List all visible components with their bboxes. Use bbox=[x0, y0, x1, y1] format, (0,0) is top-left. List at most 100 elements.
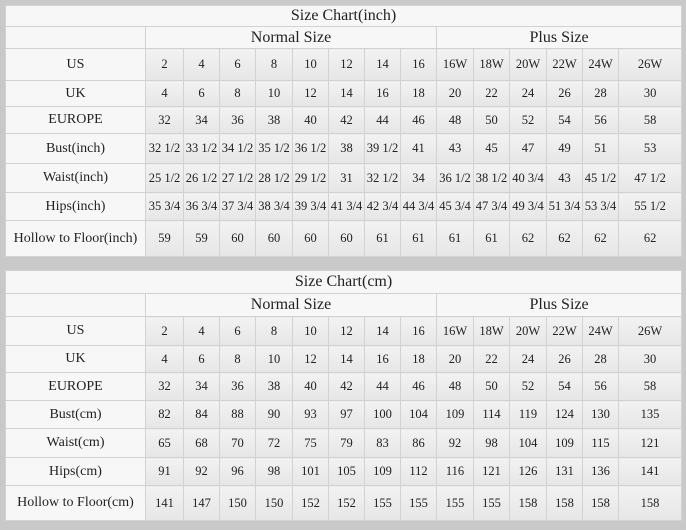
table-row: Waist(inch) 25 1/2 26 1/2 27 1/2 28 1/2 29 1/… bbox=[5, 163, 683, 193]
size-cell: 32 bbox=[145, 106, 184, 134]
size-cell: 45 3/4 bbox=[436, 192, 474, 221]
size-cell: 61 bbox=[473, 220, 510, 257]
size-cell: 131 bbox=[546, 457, 583, 486]
size-cell: 50 bbox=[473, 106, 510, 134]
size-cell: 6 bbox=[219, 48, 256, 81]
size-cell: 20W bbox=[509, 48, 547, 81]
size-cell: 53 bbox=[617, 133, 683, 164]
size-cell: 47 1/2 bbox=[617, 163, 683, 193]
table-row: Bust(inch) 32 1/2 33 1/2 34 1/2 35 1/2 36 1/2… bbox=[5, 133, 683, 164]
table-row: Hips(cm) 91 92 96 98 101 105 109 112 116 121 126 131… bbox=[5, 457, 683, 486]
size-cell: 18 bbox=[400, 80, 437, 107]
size-cell: 14 bbox=[328, 80, 365, 107]
size-cell: 158 bbox=[509, 485, 547, 521]
size-cell: 38 bbox=[255, 106, 293, 134]
size-cell: 37 3/4 bbox=[219, 192, 256, 221]
chart-title: Size Chart(cm) bbox=[4, 270, 683, 294]
size-cell: 100 bbox=[364, 400, 401, 429]
size-cell: 39 3/4 bbox=[292, 192, 329, 221]
size-cell: 51 3/4 bbox=[546, 192, 583, 221]
size-cell: 16W bbox=[436, 316, 474, 346]
size-cell: 54 bbox=[546, 106, 583, 134]
size-cell: 68 bbox=[183, 428, 220, 458]
size-cell: 34 bbox=[400, 163, 437, 193]
size-cell: 155 bbox=[473, 485, 510, 521]
table-row: Hollow to Floor(inch) 59 59 60 60 60 60 61 61 61 6… bbox=[5, 220, 683, 257]
row-label: UK bbox=[5, 80, 146, 107]
size-cell: 41 bbox=[400, 133, 437, 164]
size-cell: 49 3/4 bbox=[509, 192, 547, 221]
size-cell: 16W bbox=[436, 48, 474, 81]
size-cell: 8 bbox=[255, 316, 293, 346]
size-cell: 155 bbox=[400, 485, 437, 521]
size-cell: 88 bbox=[219, 400, 256, 429]
size-cell: 121 bbox=[617, 428, 683, 458]
size-cell: 54 bbox=[546, 372, 583, 401]
size-cell: 38 bbox=[255, 372, 293, 401]
size-cell: 58 bbox=[617, 106, 683, 134]
size-cell: 150 bbox=[255, 485, 293, 521]
size-cell: 26W bbox=[617, 48, 683, 81]
size-cell: 2 bbox=[145, 316, 184, 346]
size-cell: 135 bbox=[617, 400, 683, 429]
size-cell: 22 bbox=[473, 80, 510, 107]
size-cell: 34 bbox=[183, 106, 220, 134]
row-label: Waist(inch) bbox=[5, 163, 146, 193]
size-cell: 40 bbox=[292, 372, 329, 401]
size-cell: 42 3/4 bbox=[364, 192, 401, 221]
size-cell: 60 bbox=[328, 220, 365, 257]
size-cell: 104 bbox=[509, 428, 547, 458]
size-cell: 20W bbox=[509, 316, 547, 346]
chart-title: Size Chart(inch) bbox=[4, 5, 683, 27]
size-cell: 36 bbox=[219, 372, 256, 401]
table-row: EUROPE 32 34 36 38 40 42 44 46 48 50 52 54 56 58 bbox=[5, 372, 683, 401]
size-cell: 10 bbox=[255, 345, 293, 373]
size-cell: 101 bbox=[292, 457, 329, 486]
size-cell: 25 1/2 bbox=[145, 163, 184, 193]
size-cell: 40 3/4 bbox=[509, 163, 547, 193]
size-cell: 83 bbox=[364, 428, 401, 458]
row-label: Bust(inch) bbox=[5, 133, 146, 164]
size-cell: 61 bbox=[400, 220, 437, 257]
size-cell: 116 bbox=[436, 457, 474, 486]
row-label: EUROPE bbox=[5, 106, 146, 134]
normal-size-header: Normal Size bbox=[145, 293, 437, 317]
size-cell: 44 bbox=[364, 106, 401, 134]
size-cell: 42 bbox=[328, 372, 365, 401]
size-cell: 22 bbox=[473, 345, 510, 373]
size-cell: 20 bbox=[436, 80, 474, 107]
row-label: US bbox=[5, 48, 146, 81]
size-cell: 6 bbox=[183, 345, 220, 373]
table-row: US 2 4 6 8 10 12 14 16 16W 18W 20W 22W 24W 26W bbox=[5, 48, 683, 81]
size-cell: 36 1/2 bbox=[292, 133, 329, 164]
size-cell: 48 bbox=[436, 372, 474, 401]
size-cell: 26W bbox=[617, 316, 683, 346]
size-cell: 32 1/2 bbox=[145, 133, 184, 164]
table-row: Hollow to Floor(cm) 141 147 150 150 152 152 155… bbox=[5, 485, 683, 521]
size-cell: 6 bbox=[219, 316, 256, 346]
corner-cell bbox=[5, 293, 146, 317]
size-cell: 72 bbox=[255, 428, 293, 458]
size-cell: 34 1/2 bbox=[219, 133, 256, 164]
size-cell: 42 bbox=[328, 106, 365, 134]
table-row: UK 4 6 8 10 12 14 16 18 20 22 24 26 28 30 bbox=[5, 80, 683, 107]
size-cell: 121 bbox=[473, 457, 510, 486]
size-cell: 24 bbox=[509, 80, 547, 107]
size-cell: 141 bbox=[617, 457, 683, 486]
size-cell: 60 bbox=[219, 220, 256, 257]
size-cell: 96 bbox=[219, 457, 256, 486]
size-cell: 98 bbox=[255, 457, 293, 486]
size-cell: 35 1/2 bbox=[255, 133, 293, 164]
size-cell: 36 3/4 bbox=[183, 192, 220, 221]
size-cell: 150 bbox=[219, 485, 256, 521]
corner-cell bbox=[5, 26, 146, 49]
size-cell: 39 1/2 bbox=[364, 133, 401, 164]
size-cell: 62 bbox=[509, 220, 547, 257]
size-cell: 26 bbox=[546, 345, 583, 373]
size-cell: 38 bbox=[328, 133, 365, 164]
size-cell: 8 bbox=[219, 345, 256, 373]
size-cell: 12 bbox=[292, 345, 329, 373]
size-cell: 109 bbox=[364, 457, 401, 486]
size-cell: 4 bbox=[145, 80, 184, 107]
size-cell: 36 1/2 bbox=[436, 163, 474, 193]
